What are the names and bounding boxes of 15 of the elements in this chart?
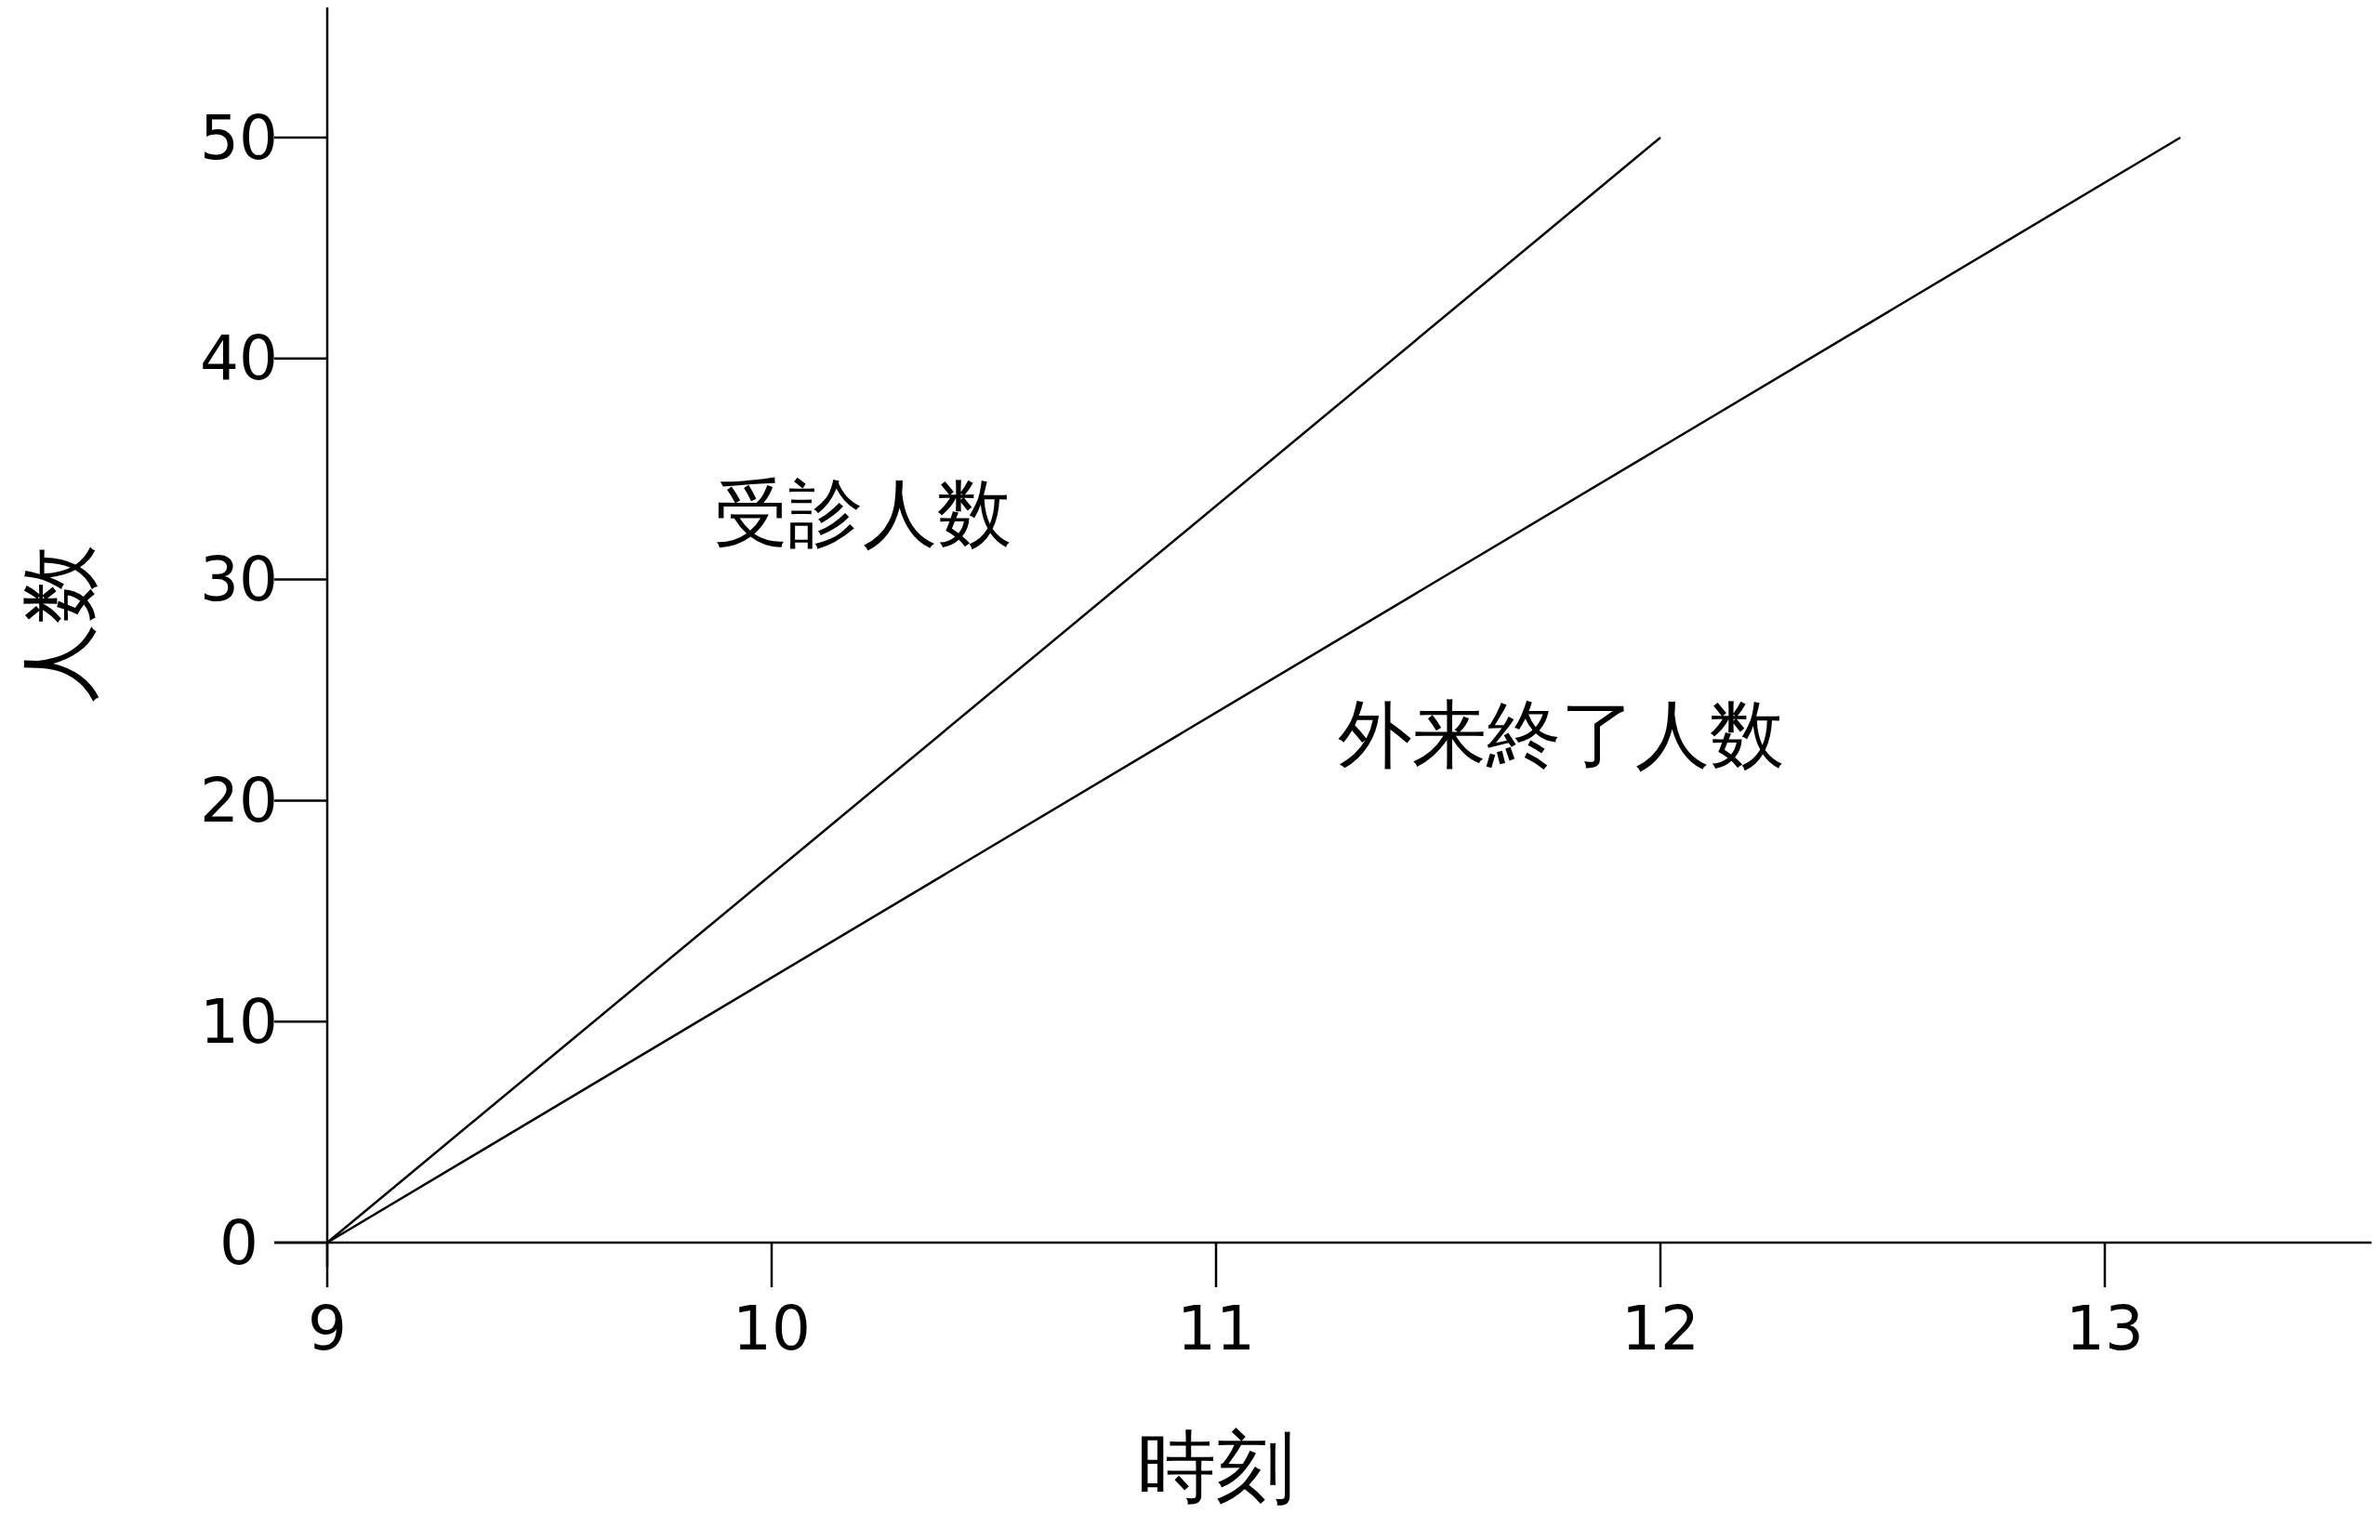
x-tick-label: 13 xyxy=(2066,1293,2144,1364)
x-tick-label: 9 xyxy=(308,1293,347,1364)
x-tick-label: 12 xyxy=(1621,1293,1699,1364)
x-tick-label: 10 xyxy=(733,1293,811,1364)
y-tick-label: 30 xyxy=(200,544,278,616)
x-tick-label: 11 xyxy=(1177,1293,1255,1364)
series-label: 受診人数 xyxy=(714,469,1012,557)
x-axis-title: 時刻 xyxy=(1137,1421,1295,1513)
y-axis-title: 人数 xyxy=(12,545,105,704)
y-tick-label: 50 xyxy=(200,101,278,174)
y-tick-label: 40 xyxy=(200,322,278,395)
y-tick-label: 0 xyxy=(219,1206,258,1279)
series-label: 外来終了人数 xyxy=(1337,691,1784,778)
y-tick-label: 20 xyxy=(200,764,278,836)
y-tick-label: 10 xyxy=(200,985,278,1058)
